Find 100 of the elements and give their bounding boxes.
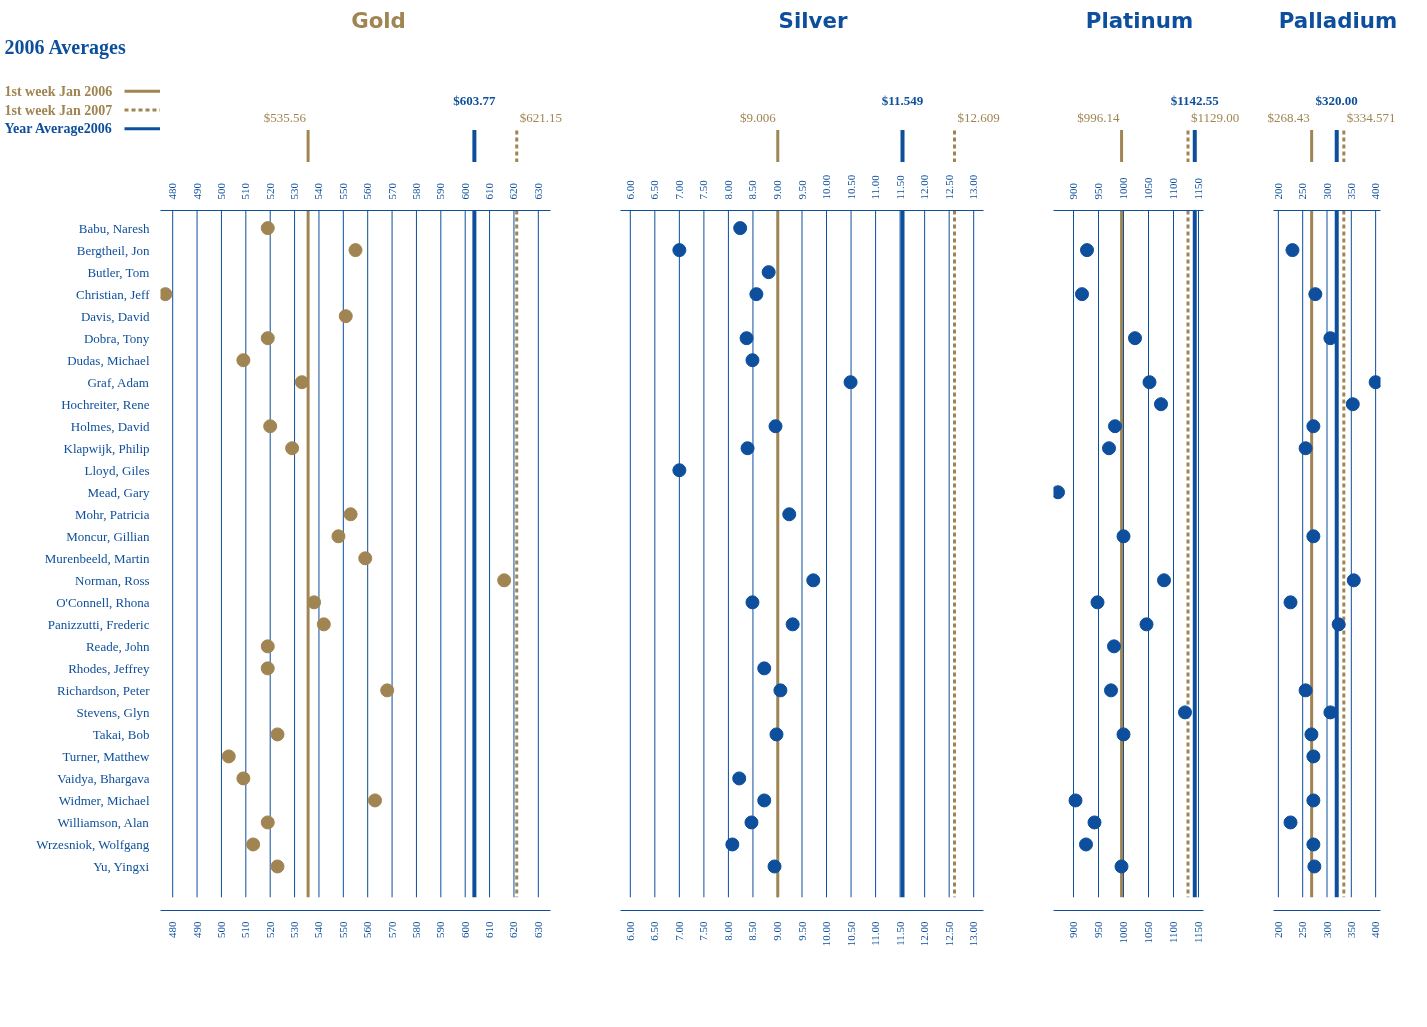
point — [358, 551, 373, 566]
point — [260, 331, 275, 346]
point — [1116, 727, 1131, 742]
point — [338, 309, 353, 324]
x2-tick-label: 630 — [531, 921, 544, 938]
x2-tick-label: 510 — [239, 921, 252, 938]
x2-tick-label: 8.00 — [721, 921, 734, 941]
x-tick-label: 11.00 — [869, 174, 882, 200]
x2-tick-label: 350 — [1344, 921, 1357, 938]
point — [348, 243, 363, 258]
point — [1285, 243, 1300, 258]
point — [767, 859, 782, 874]
y-tick-label: Reade, John — [85, 638, 150, 654]
x-tick-label: 8.50 — [746, 179, 759, 200]
point — [1283, 595, 1298, 610]
point — [1108, 419, 1122, 434]
point — [1102, 441, 1116, 456]
chart-title: Gold — [351, 7, 406, 33]
text: Year Average2006 — [4, 121, 112, 137]
y-tick-label: Widmer, Michael — [58, 792, 150, 808]
x2-tick-label: 8.50 — [746, 921, 759, 941]
point — [1139, 617, 1154, 632]
ref-line-label: $1129.00 — [1191, 110, 1240, 125]
ref-line-label: $9.006 — [740, 110, 777, 125]
x-tick-label: 610 — [483, 182, 496, 200]
x2-tick-label: 590 — [434, 921, 447, 938]
point — [1080, 243, 1094, 258]
x-tick-label: 570 — [385, 182, 398, 200]
point — [1090, 595, 1105, 610]
y-tick-label: Graf, Adam — [87, 374, 149, 390]
y-tick-label: Rhodes, Jeffrey — [68, 660, 150, 676]
x2-tick-label: 11.50 — [893, 921, 906, 946]
y-tick-label: Holmes, David — [70, 418, 150, 434]
point — [246, 837, 261, 852]
point — [740, 441, 755, 456]
point — [1306, 837, 1321, 852]
point — [270, 727, 285, 742]
x-tick-label: 1000 — [1117, 177, 1129, 200]
x-tick-label: 10.00 — [820, 174, 833, 200]
y-tick-label: Mead, Gary — [87, 484, 150, 500]
x-tick-label: 500 — [214, 182, 227, 200]
point — [745, 353, 760, 368]
chart-title: Palladium — [1278, 7, 1398, 33]
point — [1178, 705, 1192, 720]
y-tick-label: Dobra, Tony — [83, 330, 150, 346]
y-tick-label: Murenbeeld, Martin — [44, 550, 150, 566]
y-tick-label: Mohr, Patricia — [74, 506, 150, 522]
point — [769, 727, 784, 742]
x-tick-label: 250 — [1296, 182, 1309, 200]
ref-line-label: $268.43 — [1267, 110, 1310, 125]
y-tick-label: Davis, David — [80, 308, 150, 324]
ref-line-label: $996.14 — [1077, 110, 1121, 125]
x2-tick-label: 250 — [1296, 921, 1309, 938]
x-tick-label: 7.50 — [697, 179, 710, 200]
x-tick-label: 6.00 — [623, 179, 636, 200]
point — [331, 529, 346, 544]
x-tick-label: 590 — [434, 182, 447, 200]
y-tick-label: Stevens, Glyn — [76, 704, 150, 720]
x-tick-label: 560 — [361, 182, 374, 200]
point — [672, 463, 687, 478]
point — [1306, 749, 1321, 764]
x2-tick-label: 550 — [336, 921, 349, 938]
point — [1157, 573, 1171, 588]
x2-tick-label: 200 — [1271, 921, 1284, 938]
point — [1306, 793, 1321, 808]
x-tick-label: 950 — [1092, 182, 1104, 200]
point — [294, 375, 309, 390]
point — [782, 507, 797, 522]
x-tick-label: 10.50 — [844, 174, 857, 200]
point — [270, 859, 285, 874]
x-tick-label: 480 — [166, 182, 179, 200]
y-tick-label: Dudas, Michael — [67, 352, 150, 368]
point — [1345, 397, 1360, 412]
x2-tick-label: 10.50 — [844, 921, 857, 947]
y-tick-label: Hochreiter, Rene — [61, 396, 150, 412]
x2-tick-label: 620 — [507, 921, 520, 938]
x-tick-label: 13.00 — [967, 174, 980, 200]
y-tick-label: Klapwijk, Philip — [63, 440, 150, 456]
x-tick-label: 540 — [312, 182, 325, 200]
point — [744, 815, 759, 830]
point — [1306, 419, 1321, 434]
ref-line-label: $12.609 — [957, 110, 1000, 125]
point — [1306, 529, 1321, 544]
x2-tick-label: 13.00 — [967, 921, 980, 947]
point — [1114, 859, 1129, 874]
y-tick-label: Lloyd, Giles — [84, 462, 150, 478]
point — [1346, 573, 1361, 588]
x-tick-label: 490 — [190, 182, 203, 200]
x2-tick-label: 600 — [458, 921, 471, 938]
x2-tick-label: 7.00 — [672, 921, 685, 941]
point — [263, 419, 278, 434]
ref-line-label: $320.00 — [1315, 92, 1358, 108]
y-tick-label: Norman, Ross — [75, 572, 150, 588]
point — [785, 617, 800, 632]
ref-line-label: $621.15 — [519, 110, 562, 125]
point — [1079, 837, 1093, 852]
point — [1307, 859, 1322, 874]
point — [773, 683, 788, 698]
point — [1107, 639, 1121, 654]
x2-tick-label: 10.00 — [820, 921, 833, 947]
